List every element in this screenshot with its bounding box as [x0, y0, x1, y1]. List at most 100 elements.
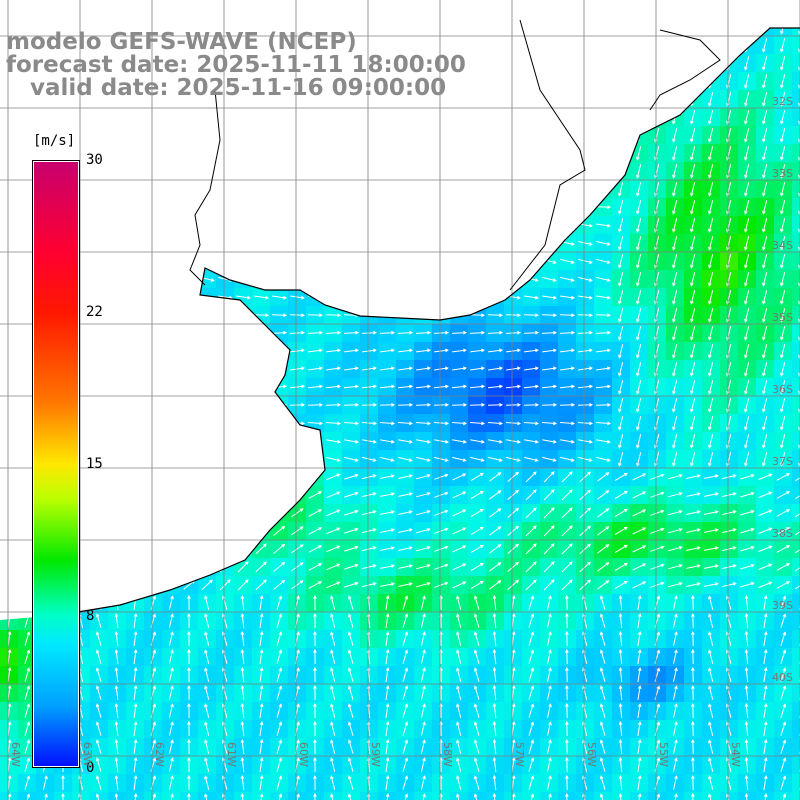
- wind-arrow: [708, 164, 714, 179]
- wind-arrow: [636, 344, 642, 359]
- wind-arrow: [577, 384, 594, 389]
- wind-arrow: [595, 205, 612, 210]
- wind-arrow: [488, 366, 503, 371]
- wind-arrow: [541, 402, 558, 407]
- wind-arrow: [708, 308, 714, 323]
- wind-arrow: [595, 313, 612, 318]
- wind-arrow: [433, 384, 450, 389]
- wind-arrow: [542, 348, 557, 353]
- wind-arrow: [595, 421, 612, 426]
- wind-arrow: [744, 110, 750, 125]
- wind-arrow: [744, 128, 750, 143]
- wind-arrow: [744, 380, 750, 395]
- colorbar-tick-30: 30: [86, 152, 103, 168]
- wind-arrow: [780, 110, 786, 125]
- wind-arrow: [325, 330, 342, 335]
- wind-cell: [792, 450, 800, 468]
- wind-arrow: [762, 74, 768, 89]
- wind-arrow: [343, 330, 360, 335]
- wind-cell: [792, 594, 800, 612]
- colorbar: [34, 162, 78, 766]
- lon-label-64w: 64W: [9, 742, 22, 767]
- lon-label-63w: 63W: [81, 742, 94, 767]
- wind-arrow: [433, 330, 450, 335]
- wind-cell: [792, 504, 800, 522]
- wind-arrow: [708, 326, 714, 341]
- lat-label-34s: 34S: [772, 239, 793, 252]
- wind-arrow: [762, 92, 768, 107]
- wind-arrow: [325, 421, 342, 426]
- wind-arrow: [290, 366, 305, 371]
- wind-arrow: [308, 366, 323, 371]
- wind-arrow: [762, 200, 768, 215]
- wind-arrow: [541, 330, 558, 335]
- wind-arrow: [618, 272, 624, 287]
- wind-arrow: [560, 295, 575, 300]
- wind-arrow: [577, 313, 594, 318]
- wind-arrow: [780, 56, 786, 71]
- wind-arrow: [505, 384, 522, 389]
- wind-arrow: [595, 384, 612, 389]
- wind-arrow: [397, 384, 414, 389]
- wind-arrow: [708, 110, 714, 125]
- wind-arrow: [780, 380, 786, 395]
- wind-arrow: [672, 416, 678, 431]
- wind-arrow: [672, 272, 678, 287]
- wind-arrow: [596, 366, 611, 371]
- wind-cell: [792, 486, 800, 504]
- lat-label-35s: 35S: [772, 311, 793, 324]
- wind-arrow: [469, 402, 486, 407]
- wind-arrow: [762, 236, 768, 251]
- wind-arrow: [560, 276, 575, 282]
- colorbar-tick-15: 15: [86, 456, 103, 472]
- wind-arrow: [780, 362, 786, 377]
- wind-cell: [792, 162, 800, 180]
- wind-arrow: [780, 254, 786, 269]
- wind-arrow: [362, 366, 377, 371]
- wind-arrow: [618, 182, 624, 197]
- wind-cell: [792, 28, 800, 36]
- lat-label-36s: 36S: [772, 383, 793, 396]
- wind-cell: [792, 792, 800, 800]
- wind-arrow: [415, 402, 432, 407]
- wind-arrow: [780, 236, 786, 251]
- wind-arrow: [690, 164, 696, 179]
- wind-arrow: [506, 366, 521, 371]
- wind-arrow: [780, 200, 786, 215]
- wind-arrow: [379, 330, 396, 335]
- wind-arrow: [636, 308, 642, 323]
- wind-arrow: [636, 398, 642, 413]
- wind-arrow: [307, 421, 324, 426]
- lat-label-40s: 40S: [772, 671, 793, 684]
- wind-arrow: [780, 272, 786, 287]
- wind-arrow: [325, 384, 342, 389]
- wind-arrow: [708, 344, 714, 359]
- wind-arrow: [618, 308, 624, 323]
- wind-arrow: [708, 272, 714, 287]
- wind-arrow: [636, 290, 642, 305]
- wind-arrow: [308, 348, 323, 353]
- wind-arrow: [289, 402, 306, 407]
- wind-arrow: [780, 326, 786, 341]
- wind-arrow: [780, 38, 786, 53]
- wind-arrow: [523, 313, 540, 318]
- lon-label-57w: 57W: [513, 742, 526, 767]
- wind-arrow: [708, 200, 714, 215]
- wind-arrow: [290, 295, 305, 300]
- wind-arrow: [690, 398, 696, 413]
- wind-arrow: [636, 416, 642, 431]
- wind-arrow: [559, 330, 576, 335]
- wind-arrow: [672, 200, 678, 215]
- wind-arrow: [451, 330, 468, 335]
- lat-label-39s: 39S: [772, 599, 793, 612]
- wind-arrow: [523, 384, 540, 389]
- wind-arrow: [690, 200, 696, 215]
- wind-arrow: [578, 295, 593, 300]
- wind-cell: [792, 126, 800, 144]
- wind-arrow: [690, 182, 696, 197]
- wind-arrow: [708, 128, 714, 143]
- wind-arrow: [744, 272, 750, 287]
- wind-cell: [792, 252, 800, 270]
- wind-arrow: [744, 92, 750, 107]
- lon-label-61w: 61W: [225, 742, 238, 767]
